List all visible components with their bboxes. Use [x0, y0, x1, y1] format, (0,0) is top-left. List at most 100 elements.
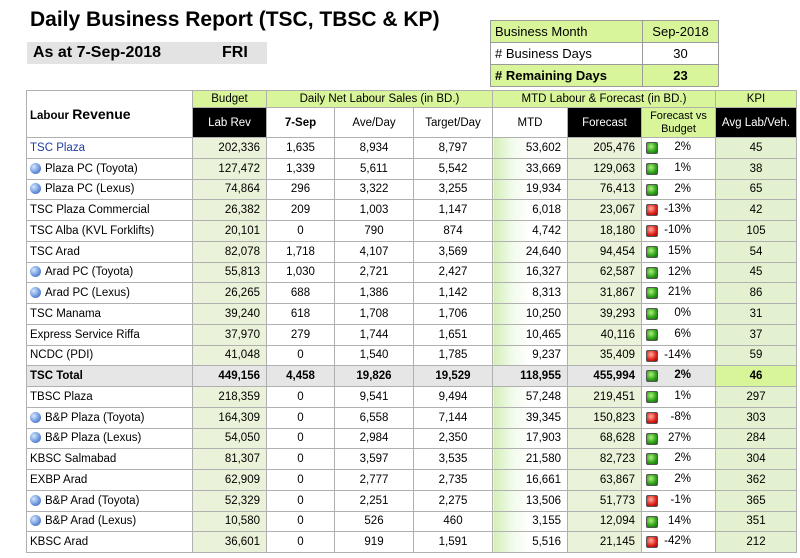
row-name-label: TSC Arad: [30, 245, 80, 258]
red-status-icon: [646, 536, 658, 549]
budget-lab-rev: 62,909: [192, 469, 267, 491]
green-status-icon: [646, 308, 658, 320]
avg-lab-per-vehicle: 86: [715, 282, 797, 304]
row-name-label: KBSC Arad: [30, 536, 89, 549]
forecast-vs-budget: 6%: [641, 323, 716, 346]
row-name-label: TBSC Plaza: [30, 390, 93, 403]
forecast-vs-budget-pct: -14%: [664, 348, 691, 361]
table-row: Plaza PC (Lexus) 74,864 296 3,322 3,255 19,93…: [26, 178, 797, 201]
green-status-icon: [646, 245, 658, 258]
mtd-value: 6,018: [492, 199, 568, 221]
row-name: TSC Total: [26, 365, 193, 387]
row-name: TSC Manama: [26, 303, 193, 325]
row-name-label: Express Service Riffa: [30, 328, 140, 341]
row-name-label: B&P Plaza (Toyota): [45, 411, 145, 424]
target-per-day: 1,706: [413, 303, 493, 325]
forecast-value: 23,067: [567, 199, 642, 221]
forecast-vs-budget: 2%: [641, 137, 716, 159]
forecast-value: 68,628: [567, 427, 642, 450]
date-bar: As at 7-Sep-2018 FRI: [27, 42, 267, 64]
row-name-label: TSC Total: [30, 370, 83, 383]
budget-lab-rev: 41,048: [192, 344, 267, 367]
forecast-vs-budget: 14%: [641, 510, 716, 533]
forecast-vs-budget-pct: 6%: [674, 327, 691, 340]
row-name: B&P Plaza (Lexus): [26, 427, 193, 450]
forecast-value: 219,451: [567, 386, 642, 408]
target-per-day: 3,535: [413, 448, 493, 470]
table-row: EXBP Arad 62,909 0 2,777 2,735 16,661 63,867 2%…: [26, 469, 797, 491]
forecast-vs-budget-pct: -8%: [670, 410, 691, 423]
daily-sales: 1,030: [266, 261, 335, 284]
average-per-day: 1,744: [334, 323, 414, 346]
avg-lab-per-vehicle: 304: [715, 448, 797, 470]
table-row: B&P Plaza (Lexus) 54,050 0 2,984 2,350 17,903…: [26, 427, 797, 450]
mtd-value: 57,248: [492, 386, 568, 408]
col-forecast: Forecast: [567, 107, 642, 138]
row-name-label: TSC Alba (KVL Forklifts): [30, 224, 155, 237]
daily-sales: 0: [266, 448, 335, 470]
row-name: KBSC Salmabad: [26, 448, 193, 470]
avg-lab-per-vehicle: 46: [715, 365, 797, 387]
group-budget: Budget: [192, 90, 267, 108]
forecast-value: 51,773: [567, 489, 642, 512]
mtd-value: 8,313: [492, 282, 568, 304]
avg-lab-per-vehicle: 31: [715, 303, 797, 325]
table-row: NCDC (PDI) 41,048 0 1,540 1,785 9,237 35,409 -1…: [26, 344, 797, 367]
budget-lab-rev: 52,329: [192, 489, 267, 512]
daily-sales: 0: [266, 469, 335, 491]
average-per-day: 1,386: [334, 282, 414, 304]
mtd-value: 9,237: [492, 344, 568, 367]
green-status-icon: [646, 453, 658, 466]
row-name: Plaza PC (Lexus): [26, 178, 193, 201]
col-lab-rev: Lab Rev: [192, 107, 267, 138]
budget-lab-rev: 74,864: [192, 178, 267, 201]
daily-sales: 4,458: [266, 365, 335, 387]
budget-lab-rev: 26,265: [192, 282, 267, 304]
row-name-label: KBSC Salmabad: [30, 453, 117, 466]
target-per-day: 3,255: [413, 178, 493, 201]
red-status-icon: [646, 494, 658, 507]
row-name-label: NCDC (PDI): [30, 349, 94, 362]
forecast-vs-budget-pct: 2%: [674, 141, 691, 153]
mtd-value: 21,580: [492, 448, 568, 470]
budget-lab-rev: 26,382: [192, 199, 267, 221]
table-row: B&P Arad (Lexus) 10,580 0 526 460 3,155 12,094…: [26, 510, 797, 533]
daily-sales: 0: [266, 531, 335, 553]
forecast-vs-budget-pct: 15%: [667, 244, 691, 257]
table-row: KBSC Salmabad 81,307 0 3,597 3,535 21,580 82,7…: [26, 448, 797, 470]
budget-lab-rev: 164,309: [192, 406, 267, 429]
average-per-day: 2,721: [334, 261, 414, 284]
forecast-value: 455,994: [567, 365, 642, 387]
col-forecast-vs-budget: Forecast vs Budget: [641, 107, 716, 138]
forecast-vs-budget: 1%: [641, 386, 716, 408]
average-per-day: 790: [334, 220, 414, 242]
mtd-value: 39,345: [492, 406, 568, 429]
target-per-day: 8,797: [413, 137, 493, 159]
row-name: Plaza PC (Toyota): [26, 157, 193, 180]
avg-lab-per-vehicle: 105: [715, 220, 797, 242]
budget-lab-rev: 37,970: [192, 323, 267, 346]
business-month-value: Sep-2018: [642, 20, 719, 43]
forecast-value: 21,145: [567, 531, 642, 553]
daily-sales: 688: [266, 282, 335, 304]
mtd-value: 13,506: [492, 489, 568, 512]
sub-item-bullet-icon: [30, 266, 41, 278]
avg-lab-per-vehicle: 365: [715, 489, 797, 512]
sub-item-bullet-icon: [30, 432, 41, 444]
table-row: KBSC Arad 36,601 0 919 1,591 5,516 21,145 -42% 2…: [26, 531, 797, 553]
green-status-icon: [646, 328, 658, 341]
average-per-day: 2,251: [334, 489, 414, 512]
forecast-vs-budget: 21%: [641, 282, 716, 304]
budget-lab-rev: 127,472: [192, 157, 267, 180]
table-row: TSC Arad 82,078 1,718 4,107 3,569 24,640 94,45…: [26, 240, 797, 263]
table-row: TSC Total 449,156 4,458 19,826 19,529 118,955…: [26, 365, 797, 387]
sub-item-bullet-icon: [30, 411, 41, 423]
forecast-value: 205,476: [567, 137, 642, 159]
budget-lab-rev: 55,813: [192, 261, 267, 284]
mtd-value: 10,250: [492, 303, 568, 325]
forecast-vs-budget-pct: 27%: [667, 431, 691, 444]
avg-lab-per-vehicle: 38: [715, 157, 797, 180]
col-avg-lab-veh: Avg Lab/Veh.: [715, 107, 797, 138]
row-name: TBSC Plaza: [26, 386, 193, 408]
daily-sales: 0: [266, 510, 335, 533]
